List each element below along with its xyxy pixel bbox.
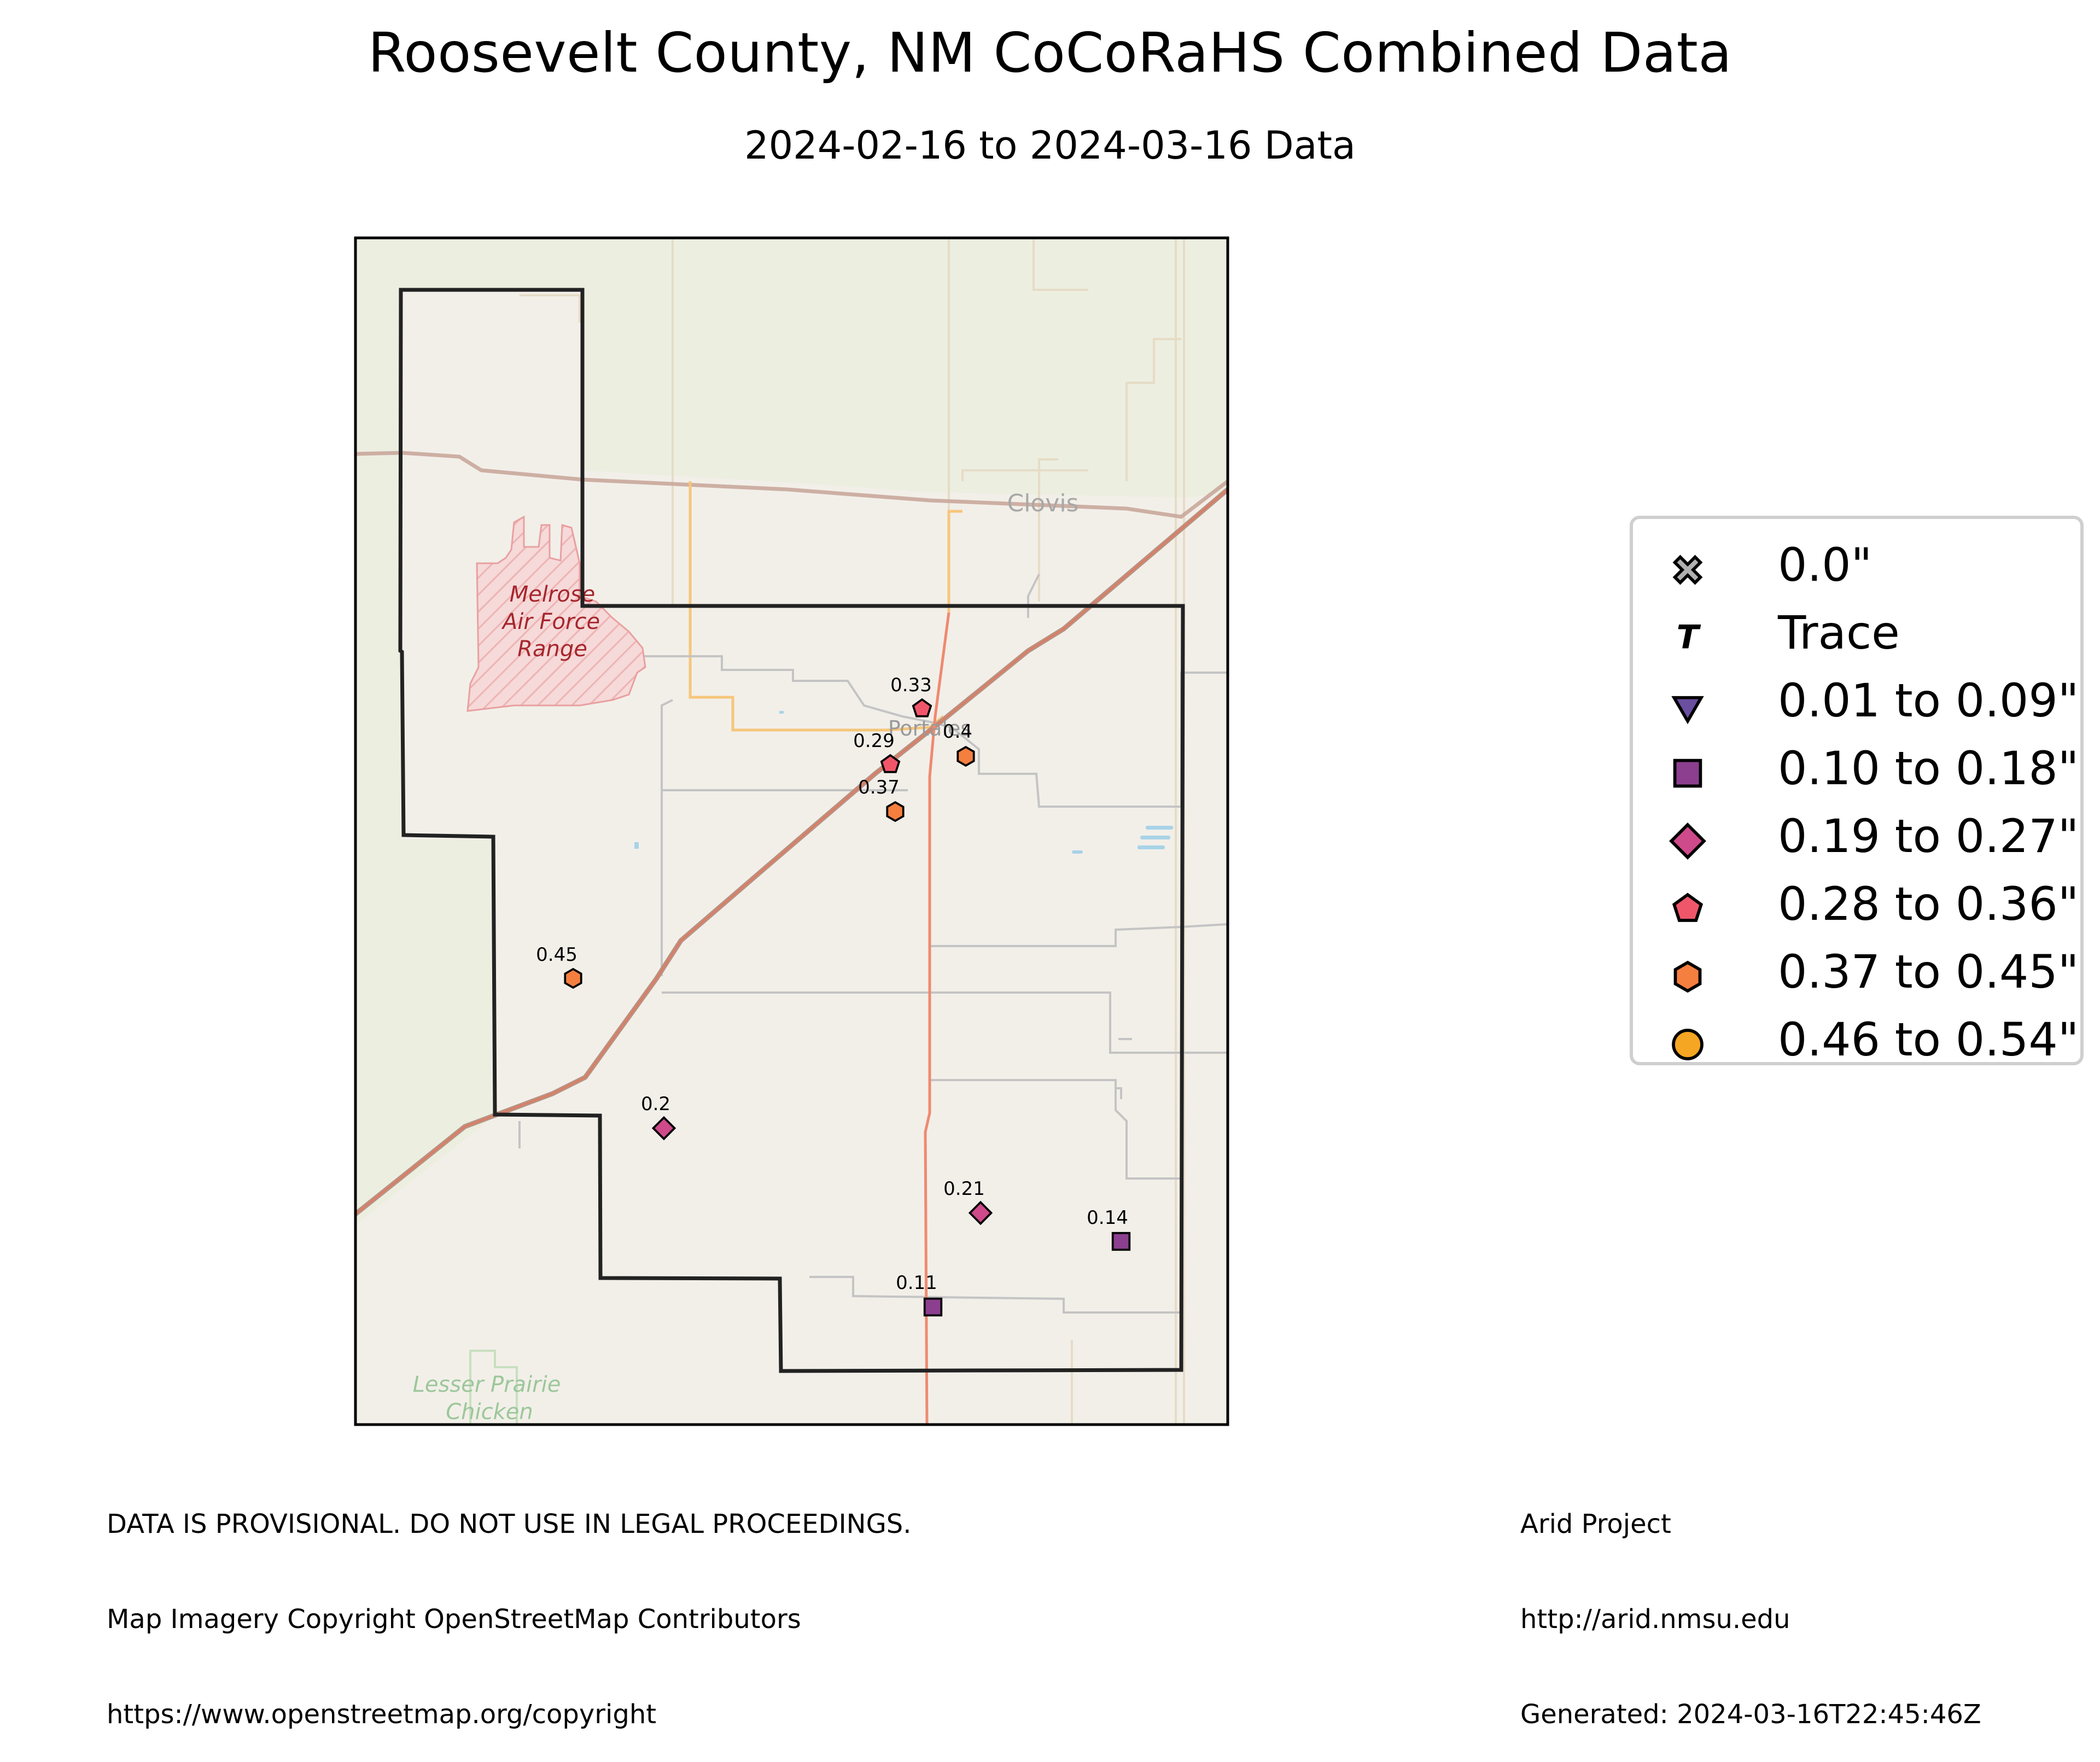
legend-label: 0.0" bbox=[1778, 538, 1872, 592]
station-marker bbox=[912, 698, 932, 717]
station-marker bbox=[651, 1116, 676, 1141]
station-value-label: 0.11 bbox=[896, 1272, 937, 1294]
melrose-label-3: Range bbox=[517, 637, 587, 662]
lesser-prairie-area bbox=[469, 1350, 518, 1425]
footer-right-line3: Generated: 2024-03-16T22:45:46Z bbox=[1520, 1699, 1981, 1730]
triangle-down-icon bbox=[1671, 696, 1704, 725]
map-frame bbox=[354, 236, 1229, 1426]
pentagon-icon bbox=[1672, 892, 1704, 922]
footer-right-line2: http://arid.nmsu.edu bbox=[1520, 1604, 1790, 1635]
legend-item: 0.28 to 0.36" bbox=[1633, 873, 2080, 933]
legend-item: 0.10 to 0.18" bbox=[1633, 738, 2080, 798]
footer-left-line1: DATA IS PROVISIONAL. DO NOT USE IN LEGAL… bbox=[107, 1509, 912, 1539]
footer-credits: Arid Project http://arid.nmsu.edu Genera… bbox=[1520, 1445, 1981, 1762]
station-marker bbox=[956, 745, 975, 767]
footer-right-line1: Arid Project bbox=[1520, 1509, 1671, 1539]
svg-text:T: T bbox=[1677, 619, 1701, 657]
legend-item: 0.46 to 0.54" bbox=[1633, 1009, 2080, 1069]
legend-label: 0.10 to 0.18" bbox=[1778, 742, 2079, 795]
legend-item: T Trace bbox=[1633, 602, 2080, 662]
road-yellow bbox=[689, 481, 944, 732]
county-roads bbox=[518, 574, 1228, 1314]
legend-label: 0.37 to 0.45" bbox=[1778, 945, 2079, 999]
clovis-label: Clovis bbox=[1007, 489, 1078, 517]
station-marker bbox=[880, 754, 901, 773]
station-marker bbox=[564, 967, 582, 989]
stations-layer: 0.33 0.29 0.4 0.37 0.45 0.2 0.21 0.14 0.11 bbox=[536, 674, 1131, 1317]
station-marker bbox=[968, 1200, 993, 1226]
highway-88 bbox=[924, 612, 950, 1425]
station-value-label: 0.45 bbox=[536, 944, 578, 966]
map-subtitle: 2024-02-16 to 2024-03-16 Data bbox=[744, 123, 1356, 168]
legend-label: 0.28 to 0.36" bbox=[1778, 877, 2079, 931]
station-marker bbox=[923, 1297, 943, 1317]
station-value-label: 0.14 bbox=[1087, 1207, 1128, 1229]
lesser-label-2: Chicken bbox=[446, 1399, 533, 1425]
legend-label: 0.01 to 0.09" bbox=[1778, 674, 2079, 727]
station-marker bbox=[1111, 1232, 1131, 1251]
hexagon-icon bbox=[1673, 960, 1702, 993]
portales-label: Portales bbox=[888, 716, 971, 740]
legend-item: 0.37 to 0.45" bbox=[1633, 941, 2080, 1001]
station-value-label: 0.29 bbox=[853, 730, 895, 752]
diamond-icon bbox=[1669, 822, 1706, 860]
station-marker bbox=[886, 801, 905, 822]
highway-60-84 bbox=[355, 451, 1228, 519]
x-mark-icon bbox=[1672, 555, 1703, 585]
road-yellow-2 bbox=[947, 510, 962, 612]
footer-disclaimer: DATA IS PROVISIONAL. DO NOT USE IN LEGAL… bbox=[107, 1445, 912, 1762]
legend-item: 0.01 to 0.09" bbox=[1633, 670, 2080, 730]
station-value-label: 0.2 bbox=[641, 1093, 670, 1115]
station-value-label: 0.33 bbox=[890, 674, 932, 696]
legend-label: 0.46 to 0.54" bbox=[1778, 1013, 2079, 1066]
lesser-label-1: Lesser Prairie bbox=[413, 1372, 561, 1397]
county-boundary bbox=[398, 288, 1185, 1373]
legend-item: 0.0" bbox=[1633, 534, 2080, 594]
footer-left-line2: Map Imagery Copyright OpenStreetMap Cont… bbox=[107, 1604, 801, 1635]
legend-label: Trace bbox=[1778, 606, 1900, 660]
melrose-range bbox=[466, 515, 646, 712]
footer-left-line3: https://www.openstreetmap.org/copyright bbox=[107, 1699, 657, 1730]
circle-icon bbox=[1672, 1029, 1704, 1060]
station-value-label: 0.21 bbox=[943, 1178, 985, 1200]
map-canvas: Melrose Air Force Range Lesser Prairie C… bbox=[354, 236, 1229, 1426]
station-value-label: 0.37 bbox=[858, 777, 900, 798]
square-icon bbox=[1673, 759, 1702, 788]
basemap: Melrose Air Force Range Lesser Prairie C… bbox=[355, 238, 1228, 1425]
legend-label: 0.19 to 0.27" bbox=[1778, 809, 2079, 863]
T-icon: T bbox=[1677, 619, 1701, 657]
map-title: Roosevelt County, NM CoCoRaHS Combined D… bbox=[368, 21, 1732, 85]
melrose-label-2: Air Force bbox=[501, 609, 600, 634]
legend-item: 0.19 to 0.27" bbox=[1633, 806, 2080, 866]
legend: 0.0" T Trace 0.01 to 0.09" 0.10 to 0.18" 0.19… bbox=[1630, 516, 2084, 1066]
station-value-label: 0.4 bbox=[943, 721, 972, 743]
water-features bbox=[634, 711, 1173, 854]
